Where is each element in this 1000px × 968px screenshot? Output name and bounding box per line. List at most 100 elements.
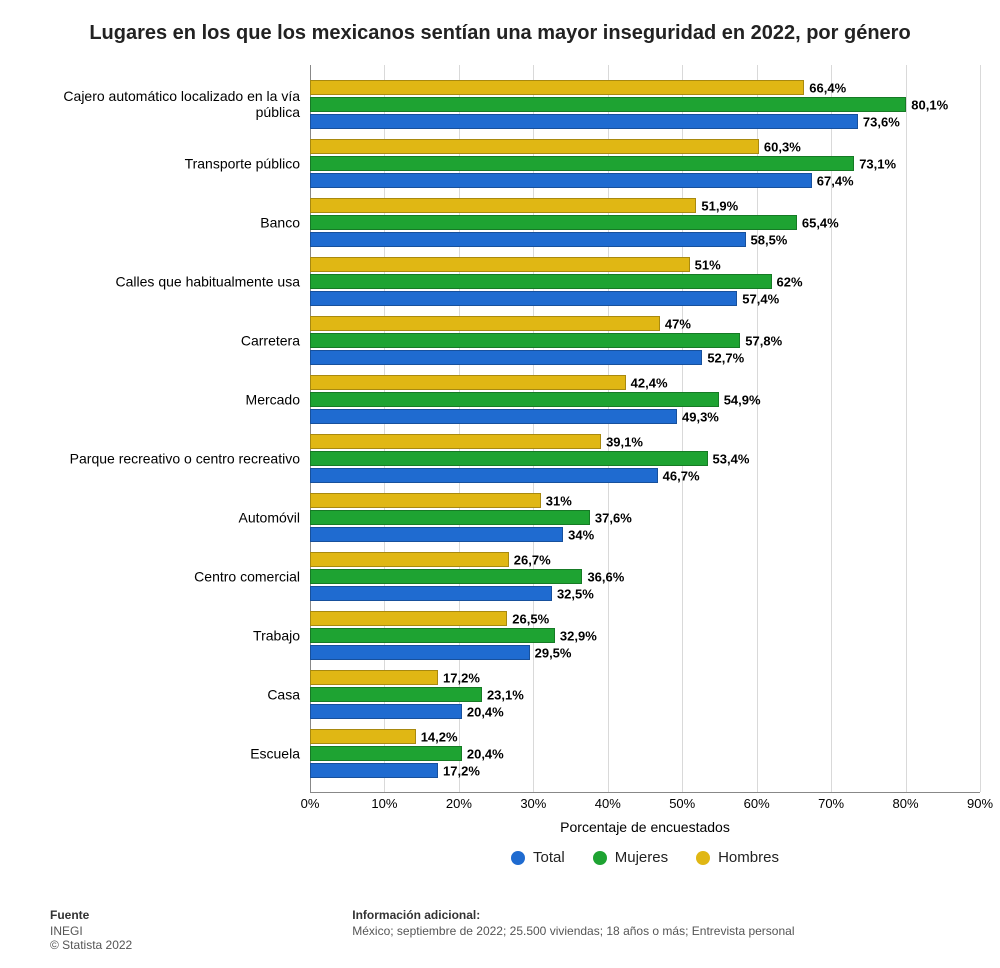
category-label: Casa	[30, 686, 300, 703]
bar-total: 32,5%	[310, 586, 552, 601]
bar-total: 73,6%	[310, 114, 858, 129]
x-tick-label: 80%	[893, 796, 919, 811]
x-tick-label: 0%	[301, 796, 320, 811]
bar-group: 60,3%73,1%67,4%	[310, 139, 980, 188]
bar-mujeres: 73,1%	[310, 156, 854, 171]
bar-value-label: 62%	[777, 274, 803, 289]
bar-value-label: 20,4%	[467, 746, 504, 761]
category-label: Escuela	[30, 745, 300, 762]
bar-mujeres: 80,1%	[310, 97, 906, 112]
bar-group: 17,2% 23,1% 20,4%	[310, 670, 980, 719]
bar-value-label: 46,7%	[663, 468, 700, 483]
bar-total: 17,2%	[310, 763, 438, 778]
bar-hombres: 51,9%	[310, 198, 696, 213]
bar-mujeres: 23,1%	[310, 687, 482, 702]
bar-group: 26,7% 36,6% 32,5%	[310, 552, 980, 601]
legend-swatch	[511, 851, 525, 865]
bar-value-label: 66,4%	[809, 80, 846, 95]
additional-head: Información adicional:	[352, 908, 794, 922]
bar-value-label: 26,5%	[512, 611, 549, 626]
bar-value-label: 23,1%	[487, 687, 524, 702]
category-label: Calles que habitualmente usa	[30, 273, 300, 290]
bar-total: 58,5%	[310, 232, 746, 247]
bar-value-label: 32,5%	[557, 586, 594, 601]
bar-group: 14,2% 20,4% 17,2%	[310, 729, 980, 778]
x-tick-label: 60%	[744, 796, 770, 811]
bar-value-label: 65,4%	[802, 215, 839, 230]
source-head: Fuente	[50, 908, 132, 922]
additional-info-block: Información adicional: México; septiembr…	[352, 908, 794, 952]
bar-value-label: 49,3%	[682, 409, 719, 424]
legend-label: Hombres	[718, 849, 779, 866]
category-label: Automóvil	[30, 509, 300, 526]
bar-hombres: 47%	[310, 316, 660, 331]
legend-item-mujeres: Mujeres	[593, 849, 668, 866]
bar-total: 57,4%	[310, 291, 737, 306]
bar-group: 51,9% 65,4% 58,5%	[310, 198, 980, 247]
bar-group: 26,5% 32,9% 29,5%	[310, 611, 980, 660]
bar-value-label: 17,2%	[443, 763, 480, 778]
bar-value-label: 37,6%	[595, 510, 632, 525]
bar-total: 49,3%	[310, 409, 677, 424]
x-axis-title: Porcentaje de encuestados	[310, 819, 980, 835]
chart-container: Lugares en los que los mexicanos sentían…	[0, 0, 1000, 968]
bar-mujeres: 65,4%	[310, 215, 797, 230]
source-block: Fuente INEGI © Statista 2022	[50, 908, 132, 952]
bar-mujeres: 36,6%	[310, 569, 582, 584]
legend: Total Mujeres Hombres	[310, 849, 980, 866]
bar-mujeres: 32,9%	[310, 628, 555, 643]
category-label: Trabajo	[30, 627, 300, 644]
bar-hombres: 31%	[310, 493, 541, 508]
bar-mujeres: 37,6%	[310, 510, 590, 525]
category-label: Centro comercial	[30, 568, 300, 585]
x-tick-label: 70%	[818, 796, 844, 811]
bar-total: 46,7%	[310, 468, 658, 483]
bar-value-label: 26,7%	[514, 552, 551, 567]
plot-area: 0%10%20%30%40%50%60%70%80%90%66,4%80,1%7…	[310, 65, 980, 793]
bar-value-label: 36,6%	[587, 569, 624, 584]
bar-group: 42,4%54,9%49,3%	[310, 375, 980, 424]
bar-value-label: 60,3%	[764, 139, 801, 154]
bar-value-label: 14,2%	[421, 729, 458, 744]
legend-item-hombres: Hombres	[696, 849, 779, 866]
x-tick-label: 30%	[520, 796, 546, 811]
category-label: Banco	[30, 214, 300, 231]
category-label: Parque recreativo o centro recreativo	[30, 450, 300, 467]
bar-hombres: 26,5%	[310, 611, 507, 626]
bar-value-label: 73,6%	[863, 114, 900, 129]
bar-hombres: 26,7%	[310, 552, 509, 567]
bar-mujeres: 57,8%	[310, 333, 740, 348]
legend-swatch	[593, 851, 607, 865]
bar-total: 52,7%	[310, 350, 702, 365]
chart-area: Cajero automático localizado en la vía p…	[20, 65, 980, 793]
bar-value-label: 54,9%	[724, 392, 761, 407]
x-tick-label: 10%	[371, 796, 397, 811]
bar-total: 20,4%	[310, 704, 462, 719]
legend-item-total: Total	[511, 849, 565, 866]
bar-value-label: 34%	[568, 527, 594, 542]
bar-value-label: 57,4%	[742, 291, 779, 306]
legend-label: Mujeres	[615, 849, 668, 866]
bar-total: 34%	[310, 527, 563, 542]
bar-group: 47% 57,8% 52,7%	[310, 316, 980, 365]
category-label: Carretera	[30, 332, 300, 349]
bar-value-label: 32,9%	[560, 628, 597, 643]
x-tick-label: 20%	[446, 796, 472, 811]
bar-hombres: 66,4%	[310, 80, 804, 95]
legend-label: Total	[533, 849, 565, 866]
bar-hombres: 51%	[310, 257, 690, 272]
bar-value-label: 29,5%	[535, 645, 572, 660]
bar-value-label: 80,1%	[911, 97, 948, 112]
bar-value-label: 51,9%	[701, 198, 738, 213]
y-axis-labels: Cajero automático localizado en la vía p…	[20, 65, 310, 793]
bar-mujeres: 54,9%	[310, 392, 719, 407]
bar-total: 29,5%	[310, 645, 530, 660]
bar-hombres: 39,1%	[310, 434, 601, 449]
bar-value-label: 17,2%	[443, 670, 480, 685]
legend-swatch	[696, 851, 710, 865]
bar-value-label: 47%	[665, 316, 691, 331]
additional-text: México; septiembre de 2022; 25.500 vivie…	[352, 924, 794, 938]
chart-title: Lugares en los que los mexicanos sentían…	[50, 20, 950, 47]
source-name: INEGI	[50, 924, 132, 938]
bar-value-label: 31%	[546, 493, 572, 508]
